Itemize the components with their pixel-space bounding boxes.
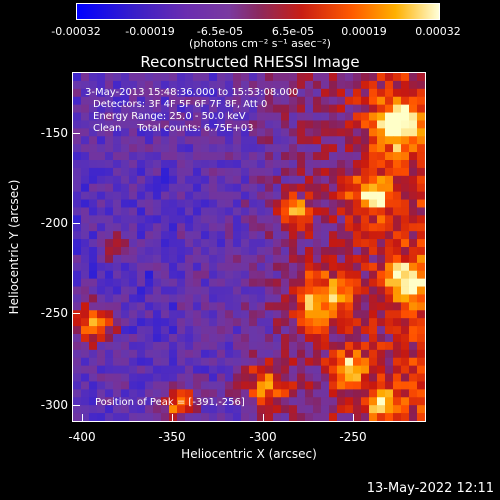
x-tick-mark (172, 414, 173, 421)
x-axis-label: Heliocentric X (arcsec) (181, 447, 317, 461)
info-peak-position: Position of Peak = [-391,-256] (95, 397, 245, 408)
image-plot: 3-May-2013 15:48:36.000 to 15:53:08.000 … (72, 72, 426, 422)
colorbar-tick: 6.5e-05 (271, 25, 315, 38)
colorbar (76, 3, 440, 20)
x-tick-label: -400 (68, 430, 96, 444)
y-tick-label: -300 (40, 398, 68, 412)
heatmap-image (73, 73, 425, 421)
colorbar-tick: 0.00019 (341, 25, 387, 38)
y-tick-mark (73, 313, 80, 314)
colorbar-tick: -6.5e-05 (196, 25, 244, 38)
y-tick-label: -150 (40, 126, 68, 140)
info-detectors: Detectors: 3F 4F 5F 6F 7F 8F, Att 0 (93, 99, 268, 110)
y-tick-mark (73, 133, 80, 134)
x-tick-mark (353, 414, 354, 421)
colorbar-tick: -0.00019 (125, 25, 175, 38)
y-tick-label: -250 (40, 306, 68, 320)
x-tick-mark (82, 414, 83, 421)
info-energy-range: Energy Range: 25.0 - 50.0 keV (93, 111, 246, 122)
info-clean-counts: Clean Total counts: 6.75E+03 (93, 123, 254, 134)
x-tick-label: -300 (249, 430, 277, 444)
y-axis-label: Heliocentric Y (arcsec) (7, 179, 21, 315)
info-time-range: 3-May-2013 15:48:36.000 to 15:53:08.000 (85, 87, 299, 98)
y-tick-label: -200 (40, 216, 68, 230)
timestamp: 13-May-2022 12:11 (366, 481, 494, 496)
colorbar-units: (photons cm⁻² s⁻¹ asec⁻²) (189, 37, 331, 50)
colorbar-tick: 0.00032 (415, 25, 461, 38)
x-tick-label: -350 (158, 430, 186, 444)
y-tick-mark (73, 223, 80, 224)
x-tick-label: -250 (339, 430, 367, 444)
image-title: Reconstructed RHESSI Image (140, 53, 360, 71)
x-tick-mark (263, 414, 264, 421)
y-tick-mark (73, 405, 80, 406)
colorbar-tick: -0.00032 (51, 25, 101, 38)
